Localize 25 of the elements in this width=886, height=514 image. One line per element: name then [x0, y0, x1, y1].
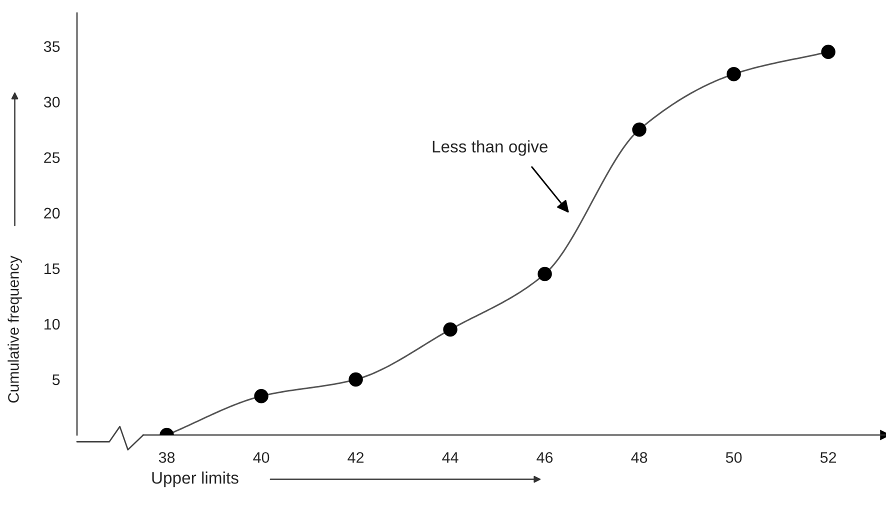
- y-tick-label: 10: [44, 318, 60, 330]
- y-axis-title: Cumulative frequency: [8, 256, 22, 403]
- y-tick-label: 25: [44, 152, 60, 164]
- x-tick-label: 50: [726, 452, 742, 463]
- x-tick-label: 40: [253, 452, 270, 463]
- y-tick-label: 20: [44, 208, 60, 219]
- point: [443, 322, 458, 337]
- x-tick-label: 38: [158, 452, 175, 463]
- point: [254, 389, 268, 404]
- point: [726, 66, 741, 82]
- y-tick-label: 5: [52, 374, 60, 386]
- y-tick-label: 15: [44, 263, 60, 274]
- point: [538, 266, 552, 282]
- x-tick-label: 42: [348, 452, 364, 463]
- x-tick-label: 44: [442, 452, 458, 463]
- x-tick-label: 46: [536, 452, 553, 463]
- y-tick-label: 30: [44, 96, 60, 108]
- x-tick-label: 52: [820, 452, 836, 463]
- x-axis-title: Upper limits: [152, 472, 238, 488]
- point: [348, 372, 363, 387]
- x-tick-label: 48: [631, 452, 648, 463]
- point: [821, 44, 836, 59]
- annotation: Less than ogive: [432, 140, 548, 156]
- y-tick-label: 35: [44, 41, 60, 52]
- point: [632, 122, 646, 137]
